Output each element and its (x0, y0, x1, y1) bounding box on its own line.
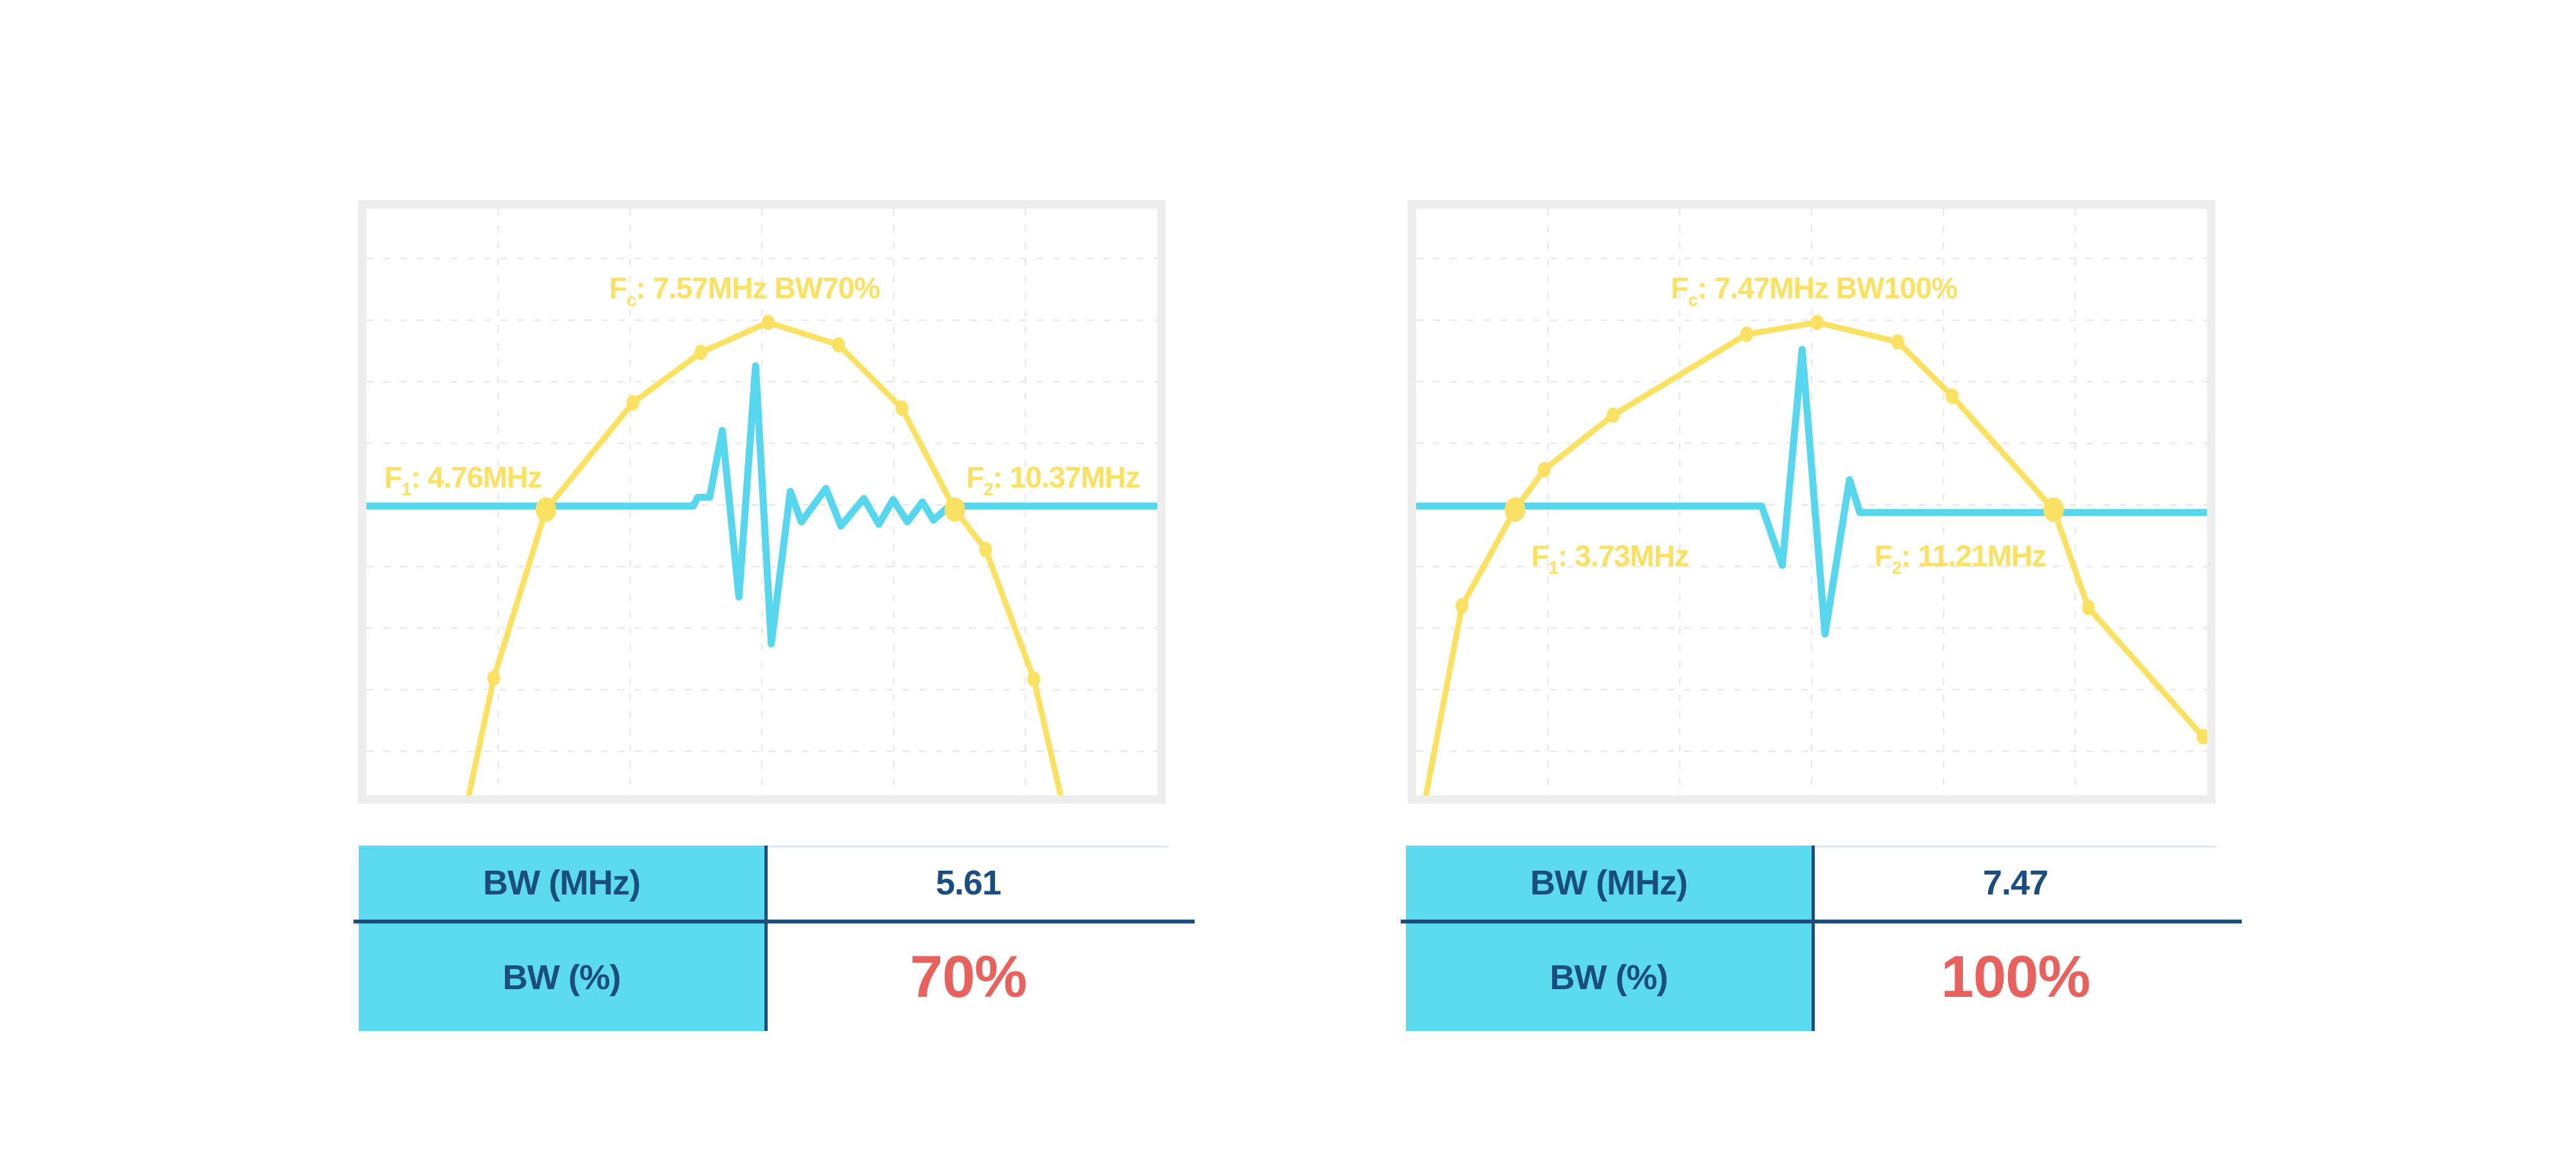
table-label-column-bg (359, 846, 764, 1031)
f1-symbol: F (384, 460, 402, 495)
bandedge-marker (2043, 497, 2064, 522)
f2-text: : 11.21MHz (1900, 539, 2047, 573)
bandwidth-table-bw70: BW (MHz) 5.61 BW (%) 70% (354, 846, 1195, 1035)
data-point-marker (895, 400, 909, 416)
bw-percent-label: BW (%) (1549, 958, 1669, 997)
value-column-top-border (1815, 846, 2216, 847)
data-point-marker (1027, 671, 1041, 687)
f2-subscript: 2 (1891, 557, 1902, 578)
bandedge-marker (1504, 497, 1526, 522)
pulse-spectrum-chart-bw100: Fc: 7.47MHz BW100% F1: 3.73MHz F2: 11.21… (1408, 200, 2215, 804)
table-column-divider (764, 846, 768, 1031)
bw-mhz-value: 5.61 (935, 863, 1001, 902)
f1-annotation: F1: 4.76MHz (384, 460, 542, 499)
fc-symbol: F (1671, 270, 1689, 305)
bw-mhz-label: BW (MHz) (1530, 863, 1688, 902)
table-row-divider (354, 920, 1195, 923)
fc-subscript: c (1688, 289, 1698, 310)
data-point-marker (1455, 598, 1469, 614)
f2-text: : 10.37MHz (992, 460, 1141, 495)
fc-symbol: F (609, 270, 627, 305)
data-point-marker (2196, 728, 2207, 744)
bandedge-marker (944, 497, 965, 522)
bw-percent-label: BW (%) (502, 958, 621, 997)
data-point-marker (1537, 462, 1551, 478)
data-point-marker (1740, 326, 1754, 342)
value-column-top-border (768, 846, 1169, 847)
spectrum-line (466, 319, 1064, 795)
f2-annotation: F2: 11.21MHz (1874, 538, 2047, 578)
f1-annotation: F1: 3.73MHz (1531, 538, 1690, 578)
bw-percent-value: 70% (909, 944, 1027, 1010)
fc-subscript: c (627, 289, 636, 310)
pulse-waveform (366, 362, 1157, 648)
f1-text: : 4.76MHz (410, 460, 542, 495)
fc-text: : 7.47MHz BW100% (1697, 270, 1958, 305)
data-point-marker (626, 395, 639, 411)
bandwidth-table-bw100: BW (MHz) 7.47 BW (%) 100% (1401, 846, 2242, 1035)
pulse-spectrum-chart-bw70: Fc: 7.57MHz BW70% F1: 4.76MHz F2: 10.37M… (358, 200, 1166, 804)
pulse-waveform (1416, 346, 2207, 638)
chart-canvas-bw70 (366, 209, 1157, 795)
spectrum-line (1423, 319, 2206, 795)
f2-subscript: 2 (983, 478, 993, 499)
f1-subscript: 1 (1548, 557, 1558, 578)
data-point-marker (832, 337, 846, 353)
data-point-marker (694, 345, 708, 361)
f1-subscript: 1 (401, 478, 412, 499)
f2-annotation: F2: 10.37MHz (966, 460, 1141, 499)
bw-mhz-value: 7.47 (1982, 863, 2049, 902)
f1-text: : 3.73MHz (1558, 539, 1689, 573)
fc-text: : 7.57MHz BW70% (636, 270, 880, 305)
bw-percent-value: 100% (1940, 944, 2090, 1010)
f2-symbol: F (966, 460, 984, 495)
data-point-marker (487, 670, 500, 686)
data-point-marker (1946, 388, 1959, 404)
fc-annotation: Fc: 7.47MHz BW100% (1671, 270, 1958, 310)
data-point-marker (761, 314, 775, 330)
bandedge-marker (535, 497, 556, 522)
data-point-marker (1891, 334, 1904, 350)
chart-canvas-bw100 (1416, 209, 2207, 795)
fc-annotation: Fc: 7.57MHz BW70% (609, 270, 880, 310)
f1-symbol: F (1531, 539, 1549, 573)
f2-symbol: F (1874, 539, 1893, 573)
data-point-marker (2081, 600, 2095, 616)
table-column-divider (1812, 846, 1815, 1031)
data-point-marker (1810, 314, 1824, 330)
table-label-column-bg (1406, 846, 1812, 1031)
data-point-marker (979, 542, 992, 558)
table-row-divider (1401, 920, 2242, 923)
data-point-marker (1606, 407, 1620, 423)
bw-mhz-label: BW (MHz) (483, 863, 641, 902)
